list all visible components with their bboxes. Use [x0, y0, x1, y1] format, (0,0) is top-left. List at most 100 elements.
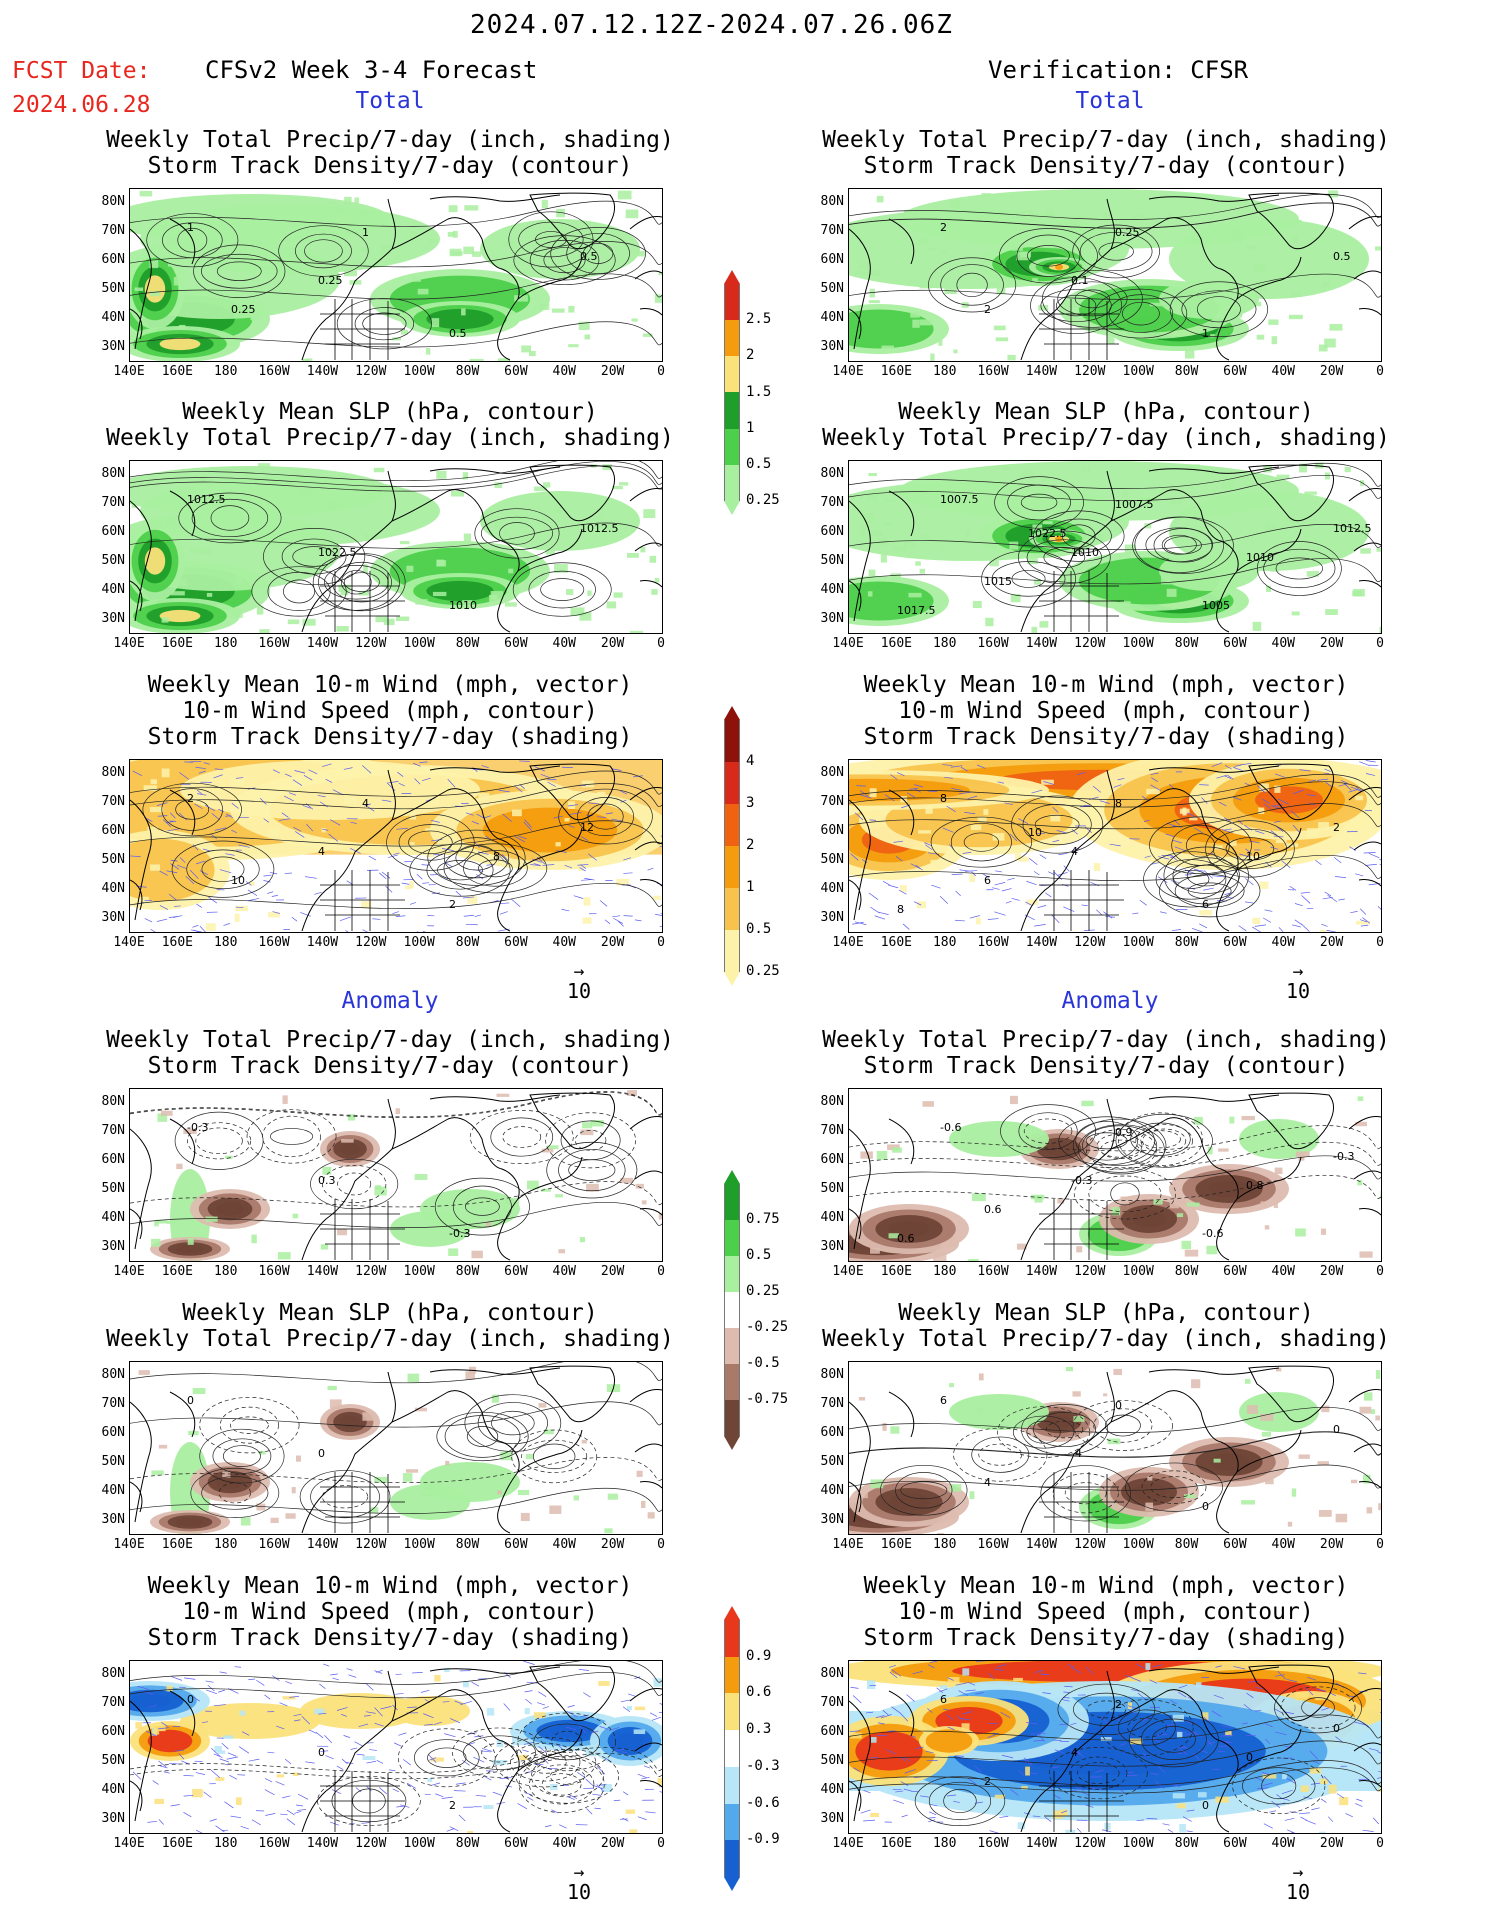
lat-label: 30N	[101, 1512, 125, 1527]
lon-label: 140W	[1025, 1537, 1058, 1552]
lon-label: 140E	[113, 364, 145, 379]
section-anomaly-right: Anomaly	[1061, 988, 1159, 1014]
lat-label: 40N	[820, 1210, 844, 1225]
lat-label: 40N	[101, 1210, 125, 1225]
contour-label: 4	[1071, 1746, 1078, 1759]
fcst-date-value: 2024.06.28	[12, 92, 151, 118]
lon-label: 160E	[880, 364, 913, 379]
lon-label: 140W	[306, 1264, 339, 1279]
colorbar-label: -0.6	[746, 1794, 780, 1811]
contour-label: 1007.5	[1115, 498, 1154, 511]
section-total-right: Total	[1075, 88, 1145, 114]
lat-label: 60N	[820, 1724, 844, 1739]
contour-label: 4	[984, 1476, 991, 1489]
lon-label: 0	[657, 1264, 665, 1279]
contour-label: 6	[940, 1693, 947, 1706]
lat-label: 70N	[820, 1695, 844, 1710]
vector-ref-value: 10	[1285, 1880, 1311, 1904]
lon-label: 180	[213, 364, 238, 379]
contour-label: 2	[449, 1799, 456, 1812]
lon-label: 140E	[832, 364, 864, 379]
lon-label: 40W	[552, 636, 577, 651]
lon-label: 160E	[161, 935, 194, 950]
lon-label: 160E	[161, 364, 194, 379]
contour-label: 1	[187, 221, 194, 234]
lon-label: 40W	[552, 1836, 577, 1851]
colorbar-segment	[724, 1620, 740, 1657]
title-line: Weekly Mean SLP (hPa, contour)	[898, 1300, 1314, 1326]
lat-label: 50N	[101, 1454, 125, 1469]
colorbar-segment	[724, 930, 740, 972]
lon-label: 180	[932, 364, 957, 379]
title-line: Weekly Mean SLP (hPa, contour)	[182, 1300, 598, 1326]
lon-label: 20W	[600, 935, 625, 950]
arrow-right-icon: →	[1292, 961, 1304, 982]
title-line: Weekly Total Precip/7-day (inch, shading…	[106, 1027, 674, 1053]
colorbar-segment	[724, 392, 740, 429]
lat-label: 70N	[101, 1123, 125, 1138]
lon-label: 180	[932, 935, 957, 950]
contour-label: 4	[1071, 845, 1078, 858]
lon-label: 60W	[1223, 1264, 1247, 1279]
lat-label: 50N	[820, 281, 844, 296]
colorbar-segment	[724, 1656, 740, 1694]
lon-label: 180	[932, 1537, 957, 1552]
colorbar-label: 1	[746, 419, 755, 436]
contour-label: 0.25	[318, 274, 343, 287]
lat-label: 50N	[101, 1753, 125, 1768]
lon-label: 140W	[1025, 636, 1058, 651]
contour-label: 10	[231, 874, 245, 887]
contour-label: 2	[1333, 821, 1340, 834]
lon-label: 60W	[1223, 1836, 1247, 1851]
lon-label: 180	[213, 1264, 238, 1279]
lon-label: 60W	[1223, 364, 1247, 379]
contour-label: 1	[1202, 327, 1209, 340]
map-p2r-verif-slp-precip: 1007.5 1010 1005 1012.5 1015 1007.5 1010 1017.5…	[848, 460, 1382, 634]
lat-label: 50N	[820, 1753, 844, 1768]
title-row5-right: Weekly Mean SLP (hPa, contour) Weekly To…	[776, 1300, 1436, 1352]
lon-label: 140E	[113, 1264, 145, 1279]
lon-label: 0	[657, 364, 665, 379]
lon-label: 40W	[552, 364, 577, 379]
colorbar-total-precip	[724, 270, 740, 515]
lon-label: 0	[1376, 1264, 1384, 1279]
lon-label: 0	[657, 935, 665, 950]
lat-label: 70N	[101, 1396, 125, 1411]
lat-label: 30N	[820, 611, 844, 626]
title-line: 10-m Wind Speed (mph, contour)	[898, 1599, 1314, 1625]
lon-label: 140E	[832, 1264, 864, 1279]
lon-label: 40W	[1271, 1537, 1296, 1552]
colorbar-label: 0.25	[746, 1283, 780, 1299]
lat-label: 80N	[820, 466, 844, 481]
colorbar-segment	[724, 1400, 740, 1436]
colorbar-label: -0.5	[746, 1355, 780, 1371]
colorbar-anomaly-storm-density	[724, 1606, 740, 1891]
title-line: Weekly Total Precip/7-day (inch, shading…	[822, 425, 1390, 451]
lon-label: 40W	[1271, 1264, 1296, 1279]
forecast-column-title: CFSv2 Week 3-4 Forecast	[205, 56, 538, 84]
lon-label: 80W	[455, 1836, 480, 1851]
contour-label: 0	[187, 1394, 194, 1407]
colorbar-total-storm-density	[724, 706, 740, 986]
colorbar-segment	[724, 1364, 740, 1400]
arrow-right-icon: →	[573, 961, 585, 982]
contour-label: -0.3	[449, 1227, 470, 1240]
contour-label: 4	[362, 797, 369, 810]
lat-label: 60N	[820, 252, 844, 267]
lon-label: 80W	[1174, 1537, 1199, 1552]
lat-label: 80N	[101, 1666, 125, 1681]
triangle-up-icon	[724, 1606, 740, 1620]
contour-label: 2	[449, 898, 456, 911]
lat-label: 40N	[820, 1483, 844, 1498]
colorbar-label: 1	[746, 879, 755, 895]
lat-label: 50N	[820, 1181, 844, 1196]
title-line: Weekly Mean SLP (hPa, contour)	[898, 399, 1314, 425]
lon-label: 120W	[1074, 1836, 1106, 1851]
lat-label: 80N	[820, 1666, 844, 1681]
lon-label: 180	[932, 1836, 957, 1851]
lat-label: 40N	[820, 1782, 844, 1797]
lat-label: 60N	[101, 252, 125, 267]
title-row3-left: Weekly Mean 10-m Wind (mph, vector) 10-m…	[60, 672, 720, 750]
lon-label: 80W	[1174, 636, 1199, 651]
